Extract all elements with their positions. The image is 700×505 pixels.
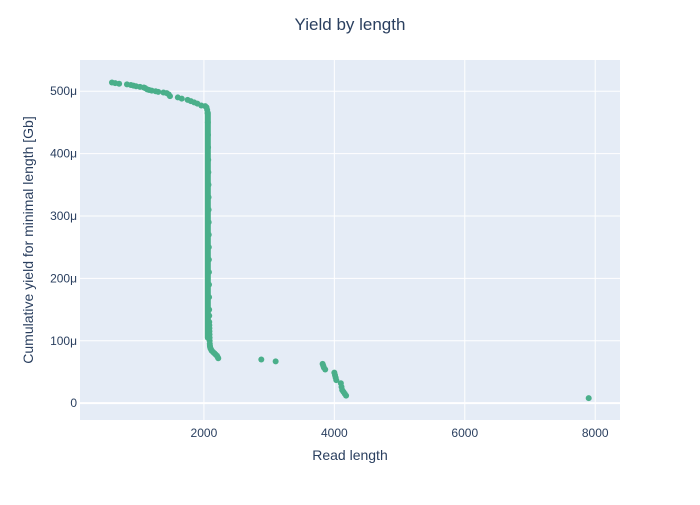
y-tick-label: 500μ (50, 84, 77, 98)
grid-lines (80, 60, 620, 420)
dense-point-band (204, 109, 211, 341)
data-point (116, 80, 123, 87)
x-axis-ticks: 2000 4000 6000 8000 (191, 426, 609, 440)
y-tick-label: 300μ (50, 209, 77, 223)
x-axis-label: Read length (312, 447, 388, 463)
y-tick-label: 0 (70, 396, 77, 410)
data-point (258, 356, 265, 363)
data-point (167, 93, 173, 100)
data-point (585, 395, 592, 402)
plot-area (80, 60, 620, 420)
data-point (343, 392, 350, 399)
chart-title: Yield by length (295, 15, 406, 34)
x-tick-label: 4000 (321, 426, 348, 440)
data-point (178, 95, 185, 102)
y-tick-label: 100μ (50, 334, 77, 348)
data-point (333, 377, 340, 384)
y-axis-ticks: 0 100μ 200μ 300μ 400μ 500μ (50, 84, 77, 410)
data-point (215, 355, 222, 362)
y-tick-label: 400μ (50, 147, 77, 161)
data-points (108, 79, 592, 402)
data-point (322, 366, 329, 373)
x-tick-label: 6000 (451, 426, 478, 440)
y-tick-label: 200μ (50, 271, 77, 285)
x-tick-label: 2000 (191, 426, 218, 440)
data-point (272, 358, 279, 365)
x-tick-label: 8000 (582, 426, 609, 440)
y-axis-label: Cumulative yield for minimal length [Gb] (20, 116, 36, 363)
data-point (155, 88, 162, 95)
